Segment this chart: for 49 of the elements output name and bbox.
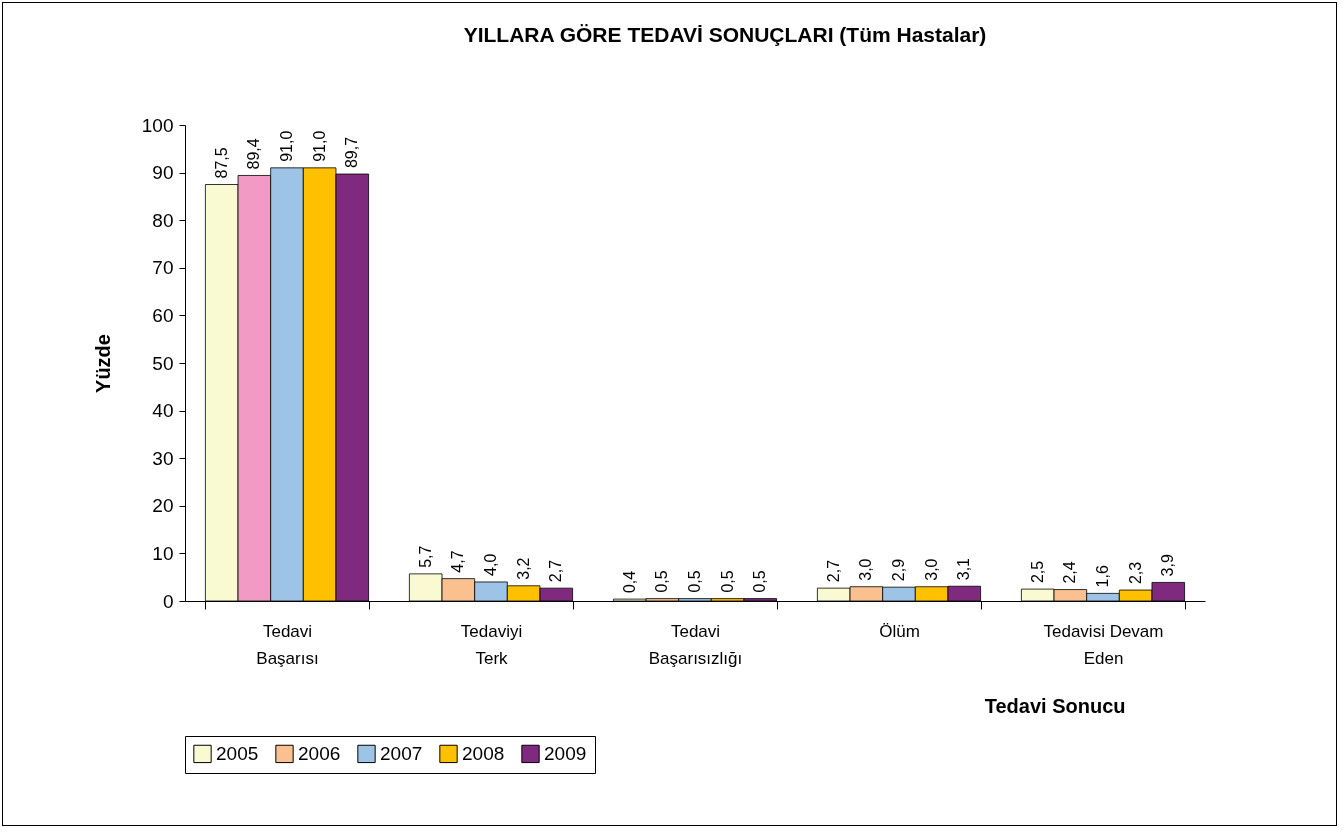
chart-title: YILLARA GÖRE TEDAVİ SONUÇLARI (Tüm Hastalar) bbox=[463, 23, 987, 46]
y-tick-label: 10 bbox=[152, 542, 174, 564]
data-label: 2,5 bbox=[1028, 560, 1046, 584]
data-label: 0,4 bbox=[620, 570, 638, 594]
legend-label: 2007 bbox=[380, 742, 423, 764]
data-label: 5,7 bbox=[416, 545, 434, 568]
data-label: 2,7 bbox=[824, 559, 842, 583]
y-tick-label: 20 bbox=[152, 495, 174, 517]
x-tick-label: Tedavi Başarısızlığı bbox=[648, 621, 743, 668]
data-label: 3,0 bbox=[857, 558, 875, 581]
legend-label: 2005 bbox=[216, 742, 259, 764]
y-tick-label: 70 bbox=[152, 257, 174, 279]
y-tick-label: 80 bbox=[152, 209, 174, 231]
data-label: 91,0 bbox=[310, 130, 328, 162]
x-axis-title: Tedavi Sonucu bbox=[984, 694, 1126, 717]
data-label: 0,5 bbox=[718, 570, 736, 593]
data-label: 4,7 bbox=[449, 550, 467, 573]
data-label: 2,3 bbox=[1126, 561, 1144, 585]
data-label: 89,4 bbox=[245, 138, 263, 170]
y-tick-label: 100 bbox=[141, 114, 174, 136]
data-label: 2,4 bbox=[1061, 561, 1079, 584]
y-tick-label: 50 bbox=[152, 352, 174, 374]
y-tick-label: 40 bbox=[152, 400, 174, 422]
x-tick-label: Tedavi Başarısı bbox=[256, 621, 319, 668]
data-label: 3,9 bbox=[1159, 554, 1177, 577]
legend-label: 2009 bbox=[544, 742, 587, 764]
data-label: 3,1 bbox=[955, 557, 973, 581]
data-label: 4,0 bbox=[482, 553, 499, 576]
data-label: 2,7 bbox=[547, 559, 565, 583]
x-tick-label: Tedavisi Devam Eden bbox=[1043, 621, 1164, 668]
y-tick-label: 90 bbox=[152, 162, 174, 184]
data-label: 87,5 bbox=[212, 147, 230, 179]
y-tick-label: 60 bbox=[152, 304, 174, 326]
data-label: 0,5 bbox=[751, 570, 769, 593]
data-label: 3,2 bbox=[514, 557, 532, 580]
data-label: 0,5 bbox=[686, 570, 703, 593]
data-label: 0,5 bbox=[653, 570, 671, 593]
legend-label: 2006 bbox=[298, 742, 341, 764]
data-label: 1,6 bbox=[1094, 565, 1111, 588]
y-tick-label: 0 bbox=[162, 590, 174, 612]
y-axis-title: Yüzde bbox=[91, 334, 114, 393]
data-label: 89,7 bbox=[343, 136, 361, 169]
legend-label: 2008 bbox=[462, 742, 505, 764]
x-tick-label: Tedaviyi Terk bbox=[460, 621, 523, 668]
data-label: 2,9 bbox=[890, 558, 907, 582]
x-tick-label: Ölüm bbox=[879, 621, 920, 641]
data-label: 3,0 bbox=[922, 558, 940, 581]
y-tick-label: 30 bbox=[152, 447, 174, 469]
data-label: 91,0 bbox=[278, 130, 295, 162]
